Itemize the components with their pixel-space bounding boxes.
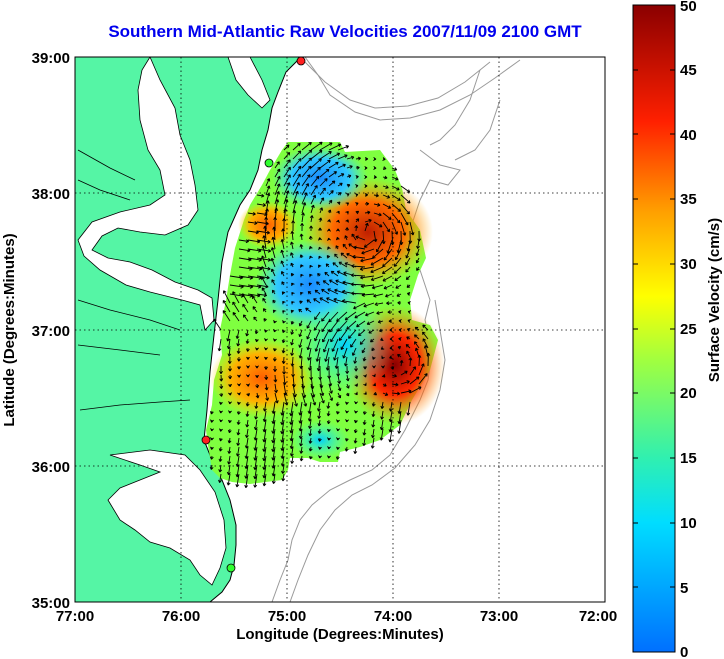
colorbar-ticks [633,69,675,653]
colorbar-labels: 0 5 10 15 20 25 30 35 40 45 50 [680,0,697,659]
y-tick-label: 35:00 [32,595,70,612]
pamlico-sound [107,449,227,586]
x-axis: 77:00 76:00 75:00 74:00 73:00 72:00 [56,608,617,625]
radar-station-marker [296,57,306,66]
colorbar-tick-label: 20 [680,385,697,402]
x-tick-label: 75:00 [268,608,306,625]
y-tick-label: 36:00 [32,459,70,476]
radar-station-marker [201,435,211,445]
radar-station-marker [226,563,236,573]
x-tick-label: 73:00 [480,608,518,625]
colorbar-tick-label: 50 [680,0,697,15]
chart-title: Southern Mid-Atlantic Raw Velocities 200… [108,22,582,41]
colorbar-tick-label: 40 [680,127,697,144]
colorbar-tick-label: 35 [680,191,697,208]
y-axis-label: Latitude (Degrees:Minutes) [1,233,18,426]
y-tick-label: 38:00 [32,186,70,203]
x-tick-label: 72:00 [579,608,617,625]
x-axis-label: Longitude (Degrees:Minutes) [236,626,444,643]
radar-station-marker [264,158,274,168]
x-tick-label: 76:00 [162,608,200,625]
colorbar-tick-label: 10 [680,515,697,532]
x-tick-label: 77:00 [56,608,94,625]
colorbar-tick-label: 15 [680,450,697,467]
colorbar-tick-label: 0 [680,644,688,659]
delaware-bay [227,57,271,109]
chesapeake-bay [77,57,215,331]
grid-lines [75,57,605,602]
colorbar-tick-label: 30 [680,256,697,273]
velocity-vectors [209,141,431,489]
river [77,149,191,411]
colorbar-tick-label: 5 [680,580,688,597]
bathymetry-contours [271,57,521,602]
colorbar-tick-label: 45 [680,62,697,79]
y-tick-label: 37:00 [32,323,70,340]
velocity-arrow-set [209,141,431,489]
velocity-field [206,141,445,489]
y-axis: 39:00 38:00 37:00 36:00 35:00 [32,50,70,612]
colorbar-label: Surface Velocity (cm/s) [706,218,723,382]
x-tick-label: 74:00 [374,608,412,625]
colorbar-tick-label: 25 [680,321,697,338]
plot-frame [74,56,606,603]
y-tick-label: 39:00 [32,50,70,67]
colorbar [632,4,676,653]
